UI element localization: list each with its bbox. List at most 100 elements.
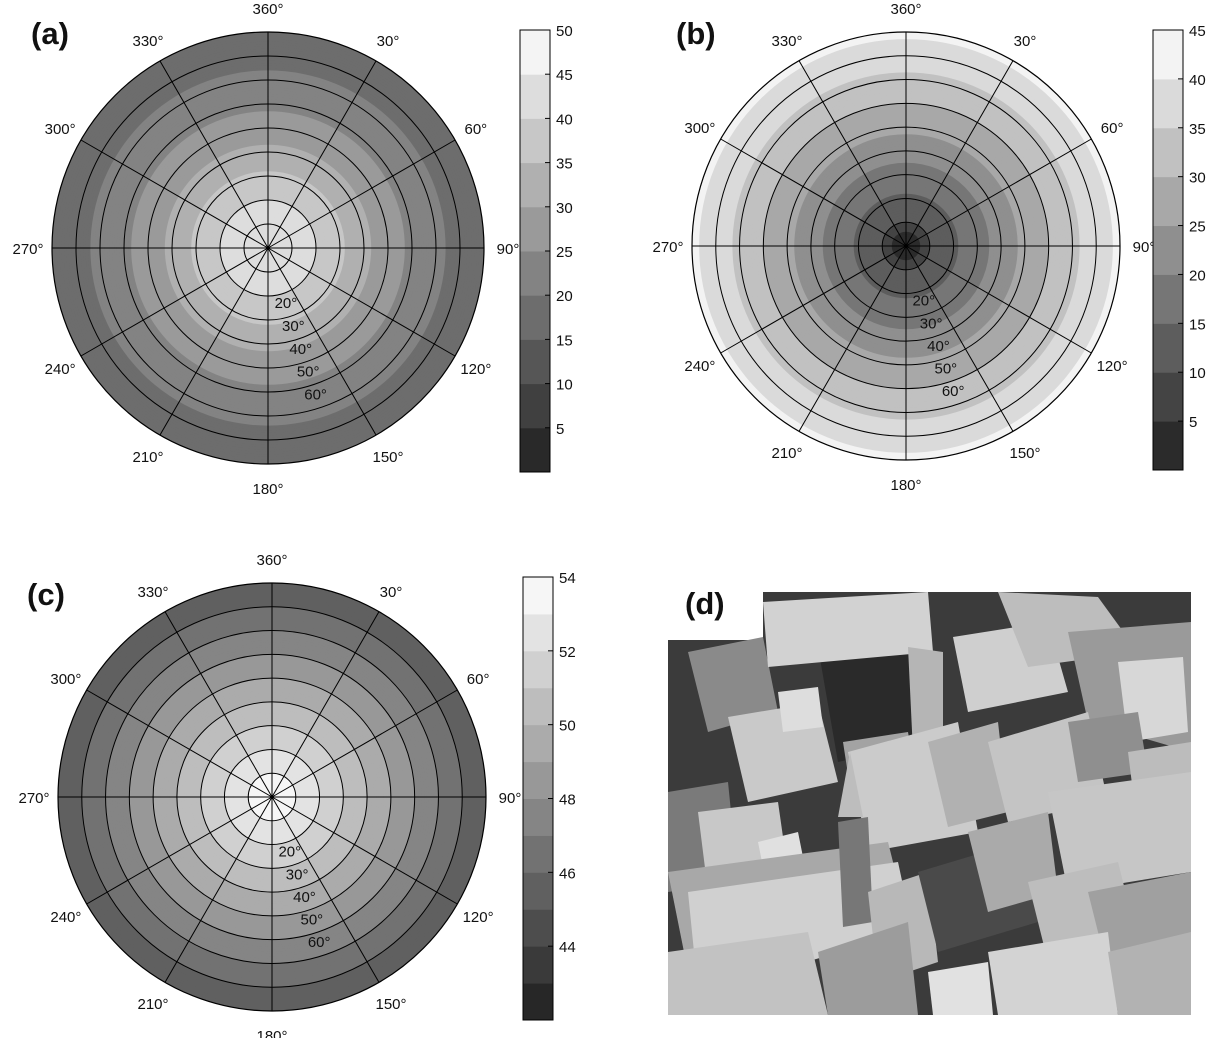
panel-label-a: (a) xyxy=(31,16,69,51)
colorbar-tick-label: 35 xyxy=(1189,121,1206,138)
azimuth-label: 60° xyxy=(465,121,488,138)
aerial-city-image xyxy=(668,592,1191,1015)
azimuth-spoke xyxy=(905,245,1014,432)
colorbar-segment xyxy=(520,383,550,429)
colorbar-segment xyxy=(523,577,553,615)
colorbar-tick-label: 15 xyxy=(556,332,573,349)
colorbar-tick-label: 44 xyxy=(559,939,576,956)
panel-label-d: (d) xyxy=(683,586,727,622)
azimuth-spoke xyxy=(905,60,1014,247)
azimuth-spoke xyxy=(271,689,458,798)
azimuth-label: 210° xyxy=(132,449,163,466)
colorbar-segment xyxy=(1153,127,1183,178)
azimuth-spoke xyxy=(80,247,269,357)
azimuth-label: 120° xyxy=(463,909,494,926)
zenith-label: 40° xyxy=(927,338,950,355)
azimuth-label: 90° xyxy=(497,241,520,258)
panel-label-b: (b) xyxy=(676,16,716,51)
azimuth-label: 60° xyxy=(1101,120,1124,137)
azimuth-label: 270° xyxy=(18,790,49,807)
azimuth-label: 300° xyxy=(45,121,76,138)
zenith-label: 50° xyxy=(300,912,323,929)
colorbar-segment xyxy=(520,118,550,164)
zenith-label: 20° xyxy=(275,295,298,312)
azimuth-spoke xyxy=(905,138,1092,247)
azimuth-spoke xyxy=(80,139,269,249)
zenith-label: 30° xyxy=(286,866,309,883)
azimuth-label: 60° xyxy=(467,671,490,688)
colorbar-segment xyxy=(1153,421,1183,471)
azimuth-label: 360° xyxy=(252,1,283,18)
azimuth-label: 30° xyxy=(377,33,400,50)
azimuth-spoke xyxy=(798,60,907,247)
azimuth-spoke xyxy=(720,245,907,354)
colorbar-segment xyxy=(1153,225,1183,275)
azimuth-label: 150° xyxy=(1009,445,1040,462)
colorbar-segment xyxy=(1153,274,1183,324)
colorbar-tick-label: 52 xyxy=(559,644,576,661)
azimuth-label: 300° xyxy=(50,671,81,688)
zenith-label: 50° xyxy=(297,364,320,381)
colorbar-tick-label: 50 xyxy=(556,23,573,40)
colorbar-tick-label: 10 xyxy=(1189,365,1206,382)
colorbar-segment xyxy=(520,206,550,252)
zenith-label: 60° xyxy=(308,934,331,951)
azimuth-label: 360° xyxy=(256,552,287,569)
azimuth-label: 30° xyxy=(1014,33,1037,50)
colorbar-segment xyxy=(1153,176,1183,227)
azimuth-spoke xyxy=(271,611,380,798)
colorbar-segment xyxy=(523,946,553,984)
colorbar-tick-label: 5 xyxy=(1189,414,1197,431)
colorbar-segment xyxy=(523,835,553,873)
colorbar-tick-label: 25 xyxy=(556,244,573,261)
zenith-label: 60° xyxy=(942,383,965,400)
azimuth-label: 120° xyxy=(460,361,491,378)
azimuth-label: 330° xyxy=(132,33,163,50)
azimuth-label: 180° xyxy=(890,477,921,494)
colorbar-segment xyxy=(520,251,550,296)
colorbar-segment xyxy=(523,650,553,689)
colorbar-tick-label: 20 xyxy=(1189,267,1206,284)
colorbar-frame xyxy=(1152,29,1184,471)
colorbar-tick-label: 15 xyxy=(1189,316,1206,333)
colorbar-2: 44 46 48 50 52 54 xyxy=(522,570,576,1021)
colorbar-tick-label: 48 xyxy=(559,792,576,809)
azimuth-spoke xyxy=(159,60,269,249)
colorbar-segment xyxy=(523,613,553,652)
colorbar-segment xyxy=(523,872,553,910)
colorbar-tick-label: 50 xyxy=(559,718,576,735)
zenith-label: 50° xyxy=(934,361,957,378)
colorbar-segment xyxy=(520,74,550,119)
polar-chart-2: 360° 30° 60° 90° 120° 150° 180° 210° 240° 270° 300… xyxy=(18,552,521,1038)
zenith-label: 60° xyxy=(304,386,327,403)
colorbar-tick-label: 25 xyxy=(1189,219,1206,236)
azimuth-label: 120° xyxy=(1097,358,1128,375)
zenith-label: 30° xyxy=(282,318,305,335)
azimuth-spoke xyxy=(271,796,458,905)
colorbar-tick-label: 30 xyxy=(1189,170,1206,187)
azimuth-spoke xyxy=(267,247,377,436)
azimuth-label: 360° xyxy=(890,1,921,18)
azimuth-spoke xyxy=(159,247,269,436)
colorbar-tick-label: 45 xyxy=(556,67,573,84)
azimuth-spoke xyxy=(164,611,273,798)
azimuth-label: 90° xyxy=(1133,239,1156,256)
colorbar-tick-label: 10 xyxy=(556,377,573,394)
colorbar-1: 5 10 15 20 25 30 35 40 45 xyxy=(1152,23,1206,471)
azimuth-label: 210° xyxy=(137,996,168,1013)
azimuth-label: 240° xyxy=(684,358,715,375)
colorbar-tick-label: 20 xyxy=(556,288,573,305)
zenith-label: 40° xyxy=(293,889,316,906)
azimuth-label: 180° xyxy=(256,1028,287,1038)
azimuth-label: 270° xyxy=(652,239,683,256)
azimuth-label: 330° xyxy=(771,33,802,50)
azimuth-label: 150° xyxy=(372,449,403,466)
azimuth-label: 180° xyxy=(252,481,283,498)
colorbar-segment xyxy=(520,295,550,340)
colorbar-tick-label: 40 xyxy=(556,111,573,128)
polar-chart-1: 360° 30° 60° 90° 120° 150° 180° 210° 240° 270° 300… xyxy=(652,1,1155,494)
colorbar-tick-label: 46 xyxy=(559,865,576,882)
azimuth-label: 240° xyxy=(50,909,81,926)
colorbar-segment xyxy=(520,162,550,208)
